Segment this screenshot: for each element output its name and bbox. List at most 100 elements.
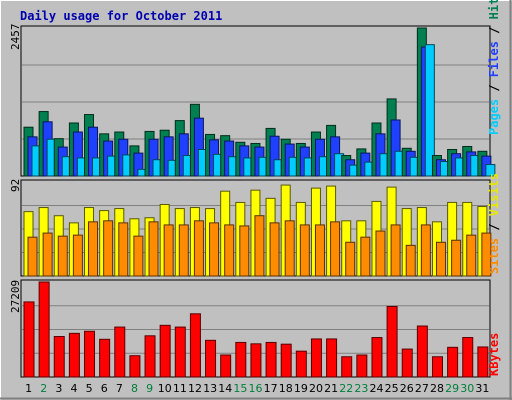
bar-sites-day-7 [118,222,129,277]
bar-sites-day-20 [314,224,325,277]
panel-kbytes [20,279,491,378]
bar-sites-day-23 [360,236,371,277]
bar-sites-day-25 [390,224,401,277]
day-label: 2 [40,382,47,395]
bar-kbytes-day-27 [416,325,428,378]
bar-sites-day-11 [178,224,189,277]
day-label: 18 [279,382,293,395]
bar-kbytes-day-26 [401,348,413,378]
bar-kbytes-day-1 [23,301,35,378]
legend-middle-part: Visits [487,173,501,216]
bar-kbytes-day-29 [447,346,459,378]
legend-top-part: Hits [487,0,501,19]
day-label: 8 [131,382,138,395]
bar-sites-day-18 [284,220,295,277]
day-label: 1 [25,382,32,395]
bar-kbytes-day-28 [431,356,443,378]
bar-kbytes-day-18 [280,343,292,378]
bar-sites-day-22 [345,241,356,277]
ymax-label-kbytes: 27209 [9,280,22,313]
bar-kbytes-day-13 [205,339,217,378]
bar-sites-day-4 [72,234,83,277]
bar-sites-day-12 [193,220,204,277]
legend-middle-part: Sites [487,238,501,274]
bar-sites-day-19 [299,224,310,277]
legend-kbytes: KBytes [487,333,501,376]
day-label: 23 [354,382,368,395]
bar-kbytes-day-14 [220,354,232,378]
bar-kbytes-day-25 [386,305,398,378]
bar-kbytes-day-23 [356,354,368,378]
day-label: 3 [55,382,62,395]
bar-pages-day-27 [424,44,435,177]
legend-top-part: Pages [487,99,501,135]
bar-kbytes-day-4 [68,332,80,378]
bar-kbytes-day-5 [84,330,96,378]
bar-pages-day-31 [485,164,496,177]
bar-kbytes-day-12 [189,313,201,378]
legend-middle-part: / [487,216,501,238]
day-label: 20 [309,382,323,395]
bar-kbytes-day-31 [477,346,489,378]
day-label: 31 [475,382,489,395]
bar-kbytes-day-17 [265,341,277,378]
bar-sites-day-24 [375,230,386,277]
bar-sites-day-30 [466,234,477,277]
day-label: 24 [370,382,384,395]
day-label: 12 [188,382,202,395]
day-label: 17 [264,382,278,395]
bar-kbytes-day-10 [159,324,171,378]
bar-sites-day-17 [269,222,280,277]
day-label: 26 [400,382,414,395]
bar-kbytes-day-6 [99,338,111,378]
day-label: 29 [445,382,459,395]
panel-visits-sites-bars [23,184,492,277]
chart-title: Daily usage for October 2011 [20,9,222,23]
bar-sites-day-1 [27,236,38,277]
bar-sites-day-26 [405,244,416,277]
day-label: 25 [385,382,399,395]
day-label: 5 [86,382,93,395]
day-label: 19 [294,382,308,395]
day-labels: 1 2 3 4 5 6 7 8 9 10 11 12 13 14 15 16 17 18 19 20 21 22 23 24 2… [25,382,489,395]
bar-sites-day-5 [88,221,99,277]
bar-kbytes-day-24 [371,337,383,378]
ymax-label-visits: 92 [9,179,22,192]
bar-kbytes-day-8 [129,355,141,378]
day-label: 6 [101,382,108,395]
bar-kbytes-day-19 [295,350,307,378]
bar-sites-day-27 [420,224,431,277]
bar-kbytes-day-11 [174,326,186,378]
ymax-label-hits: 2457 [9,24,22,51]
day-label: 27 [415,382,429,395]
legend-bottom-part: KBytes [487,333,501,376]
day-label: 11 [173,382,187,395]
legend-top-part: Files [487,41,501,77]
bar-kbytes-day-22 [341,356,353,378]
bar-sites-day-28 [435,241,446,277]
day-label: 10 [158,382,172,395]
bar-sites-day-6 [103,220,114,277]
bar-kbytes-day-2 [38,281,50,378]
day-label: 30 [460,382,474,395]
bar-sites-day-31 [481,232,492,277]
legend-top-part: / [487,77,501,99]
bar-kbytes-day-9 [144,335,156,378]
panel-hits-files-pages-bars [23,27,496,177]
bar-kbytes-day-30 [462,337,474,378]
day-label: 16 [249,382,263,395]
bar-sites-day-2 [42,232,53,277]
day-label: 7 [116,382,123,395]
bar-sites-day-21 [330,221,341,277]
bar-sites-day-9 [148,221,159,277]
day-label: 28 [430,382,444,395]
bar-sites-day-14 [224,224,235,277]
day-label: 13 [203,382,217,395]
bar-sites-day-13 [209,222,220,277]
bar-kbytes-day-16 [250,343,262,378]
day-label: 15 [233,382,247,395]
bar-sites-day-3 [57,235,68,277]
day-label: 14 [218,382,232,395]
legend-sites-visits: Sites / Visits [487,173,501,274]
